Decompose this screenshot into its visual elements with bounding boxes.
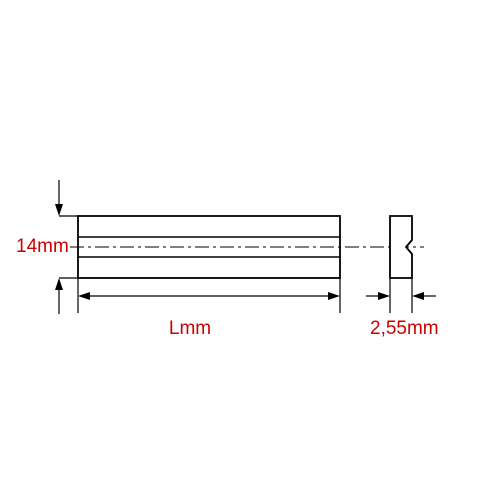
dim-label: 14mm [16,236,69,257]
dim-label: 2,55mm [370,318,439,339]
dim-label: Lmm [169,318,211,339]
technical-drawing: 14mm Lmm 2,55mm [0,0,500,500]
